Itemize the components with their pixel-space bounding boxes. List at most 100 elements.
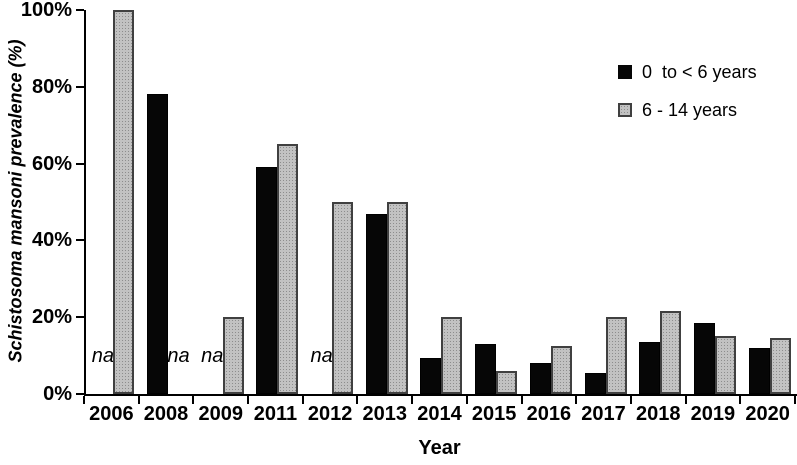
y-tick-label-80: 80% — [31, 75, 72, 98]
bar-pair-2020 — [748, 10, 791, 394]
x-label-2009: 2009 — [198, 403, 243, 425]
bar-groups: na na na na — [86, 10, 797, 394]
year-group-2011 — [250, 10, 305, 394]
bar-pair-2018 — [639, 10, 682, 394]
x-tick-mark — [794, 396, 796, 404]
bar-2020-s1 — [769, 338, 791, 394]
bar-2019-s1 — [714, 336, 736, 394]
bar-slot-2014-s0 — [420, 10, 442, 394]
x-label-2011: 2011 — [253, 403, 298, 425]
year-group-2019 — [688, 10, 743, 394]
bar-2009-s1 — [222, 317, 244, 394]
bar-2011-s0 — [256, 167, 278, 394]
year-group-2008: na — [141, 10, 196, 394]
x-label-2008: 2008 — [143, 403, 189, 425]
x-label-2017: 2017 — [581, 403, 626, 425]
bar-slot-2011-s0 — [256, 10, 278, 394]
bar-pair-2013 — [365, 10, 408, 394]
x-tick-mark — [356, 396, 359, 404]
bar-2017-s0 — [584, 372, 606, 394]
na-label-2006: na — [91, 345, 114, 367]
x-tick-mark — [301, 396, 304, 404]
bar-pair-2006: na — [91, 10, 135, 394]
bar-slot-2012-s1 — [332, 10, 354, 394]
x-tick-mark — [575, 396, 578, 404]
x-label-2013: 2013 — [362, 403, 408, 425]
y-tick-label-100: 100% — [20, 0, 72, 21]
na-label-2009: na — [201, 345, 224, 367]
y-tick-mark — [76, 9, 84, 11]
bar-2017-s1 — [605, 317, 627, 394]
bar-pair-2017 — [584, 10, 627, 394]
bar-slot-2020-s0 — [748, 10, 770, 394]
year-group-2006: na — [86, 10, 141, 394]
year-group-2016 — [524, 10, 579, 394]
na-label-2008: na — [167, 345, 190, 367]
bar-pair-2015 — [475, 10, 518, 394]
x-label-2020: 2020 — [745, 403, 790, 425]
bar-2016-s0 — [529, 363, 551, 394]
y-tick-label-20: 20% — [31, 306, 72, 329]
bar-2016-s1 — [550, 346, 572, 394]
bar-slot-2019-s1 — [714, 10, 736, 394]
bar-2015-s1 — [496, 370, 518, 394]
x-label-2014: 2014 — [417, 403, 462, 425]
legend-swatch-black-icon — [618, 65, 632, 79]
x-tick-mark — [684, 396, 687, 404]
bar-2018-s0 — [639, 342, 661, 394]
y-tick-label-60: 60% — [31, 152, 72, 175]
bar-slot-2017-s1 — [605, 10, 627, 394]
bar-slot-2019-s0 — [693, 10, 715, 394]
legend: 0 to < 6 years 6 - 14 years — [618, 60, 757, 136]
bar-pair-2019 — [693, 10, 736, 394]
y-tick-mark — [76, 85, 84, 88]
y-tick-mark — [76, 239, 84, 242]
bar-slot-2012-s0: na — [310, 10, 332, 394]
x-tick-mark — [247, 396, 250, 404]
bar-slot-2014-s1 — [441, 10, 463, 394]
year-group-2013 — [359, 10, 414, 394]
x-tick-mark — [83, 396, 85, 404]
bar-pair-2009: na — [201, 10, 244, 394]
x-label-2018: 2018 — [635, 403, 681, 425]
x-label-2015: 2015 — [471, 403, 517, 425]
year-group-2014 — [414, 10, 469, 394]
bar-slot-2013-s1 — [386, 10, 408, 394]
y-tick-mark — [76, 162, 84, 165]
x-tick-mark — [520, 396, 523, 404]
year-group-2009: na — [195, 10, 250, 394]
bar-2014-s0 — [420, 357, 442, 394]
bar-pair-2012: na — [310, 10, 354, 394]
year-group-2018 — [633, 10, 688, 394]
x-tick-mark — [137, 396, 140, 404]
year-group-2012: na — [305, 10, 360, 394]
bar-slot-2008-s1: na — [167, 10, 190, 394]
bar-2012-s1 — [332, 202, 354, 394]
x-label-2012: 2012 — [307, 403, 353, 425]
bar-slot-2017-s0 — [584, 10, 606, 394]
bar-2014-s1 — [441, 317, 463, 394]
bar-2013-s0 — [365, 213, 387, 394]
x-label-2016: 2016 — [526, 403, 572, 425]
bar-2008-s0 — [147, 94, 169, 394]
bar-2015-s0 — [475, 344, 497, 394]
bar-slot-2006-s0: na — [91, 10, 114, 394]
bar-2020-s0 — [748, 347, 770, 394]
legend-label-age-0-to-6: 0 to < 6 years — [642, 61, 757, 82]
legend-entry-age-0-to-6: 0 to < 6 years — [618, 60, 757, 84]
bar-pair-2014 — [420, 10, 463, 394]
bar-slot-2013-s0 — [365, 10, 387, 394]
legend-entry-age-6-to-14: 6 - 14 years — [618, 98, 757, 122]
y-tick-mark — [76, 393, 84, 395]
x-tick-mark — [739, 396, 742, 404]
x-tick-mark — [192, 396, 195, 404]
bar-2018-s1 — [660, 311, 682, 394]
x-axis-labels: 2006 2008 2009 2011 2012 2013 2014 2015 2016 2017… — [84, 403, 795, 426]
year-group-2015 — [469, 10, 524, 394]
bar-slot-2011-s1 — [277, 10, 299, 394]
y-tick-label-40: 40% — [31, 229, 72, 252]
bar-slot-2009-s1 — [222, 10, 244, 394]
x-label-2019: 2019 — [690, 403, 736, 425]
bar-2019-s0 — [693, 322, 715, 394]
